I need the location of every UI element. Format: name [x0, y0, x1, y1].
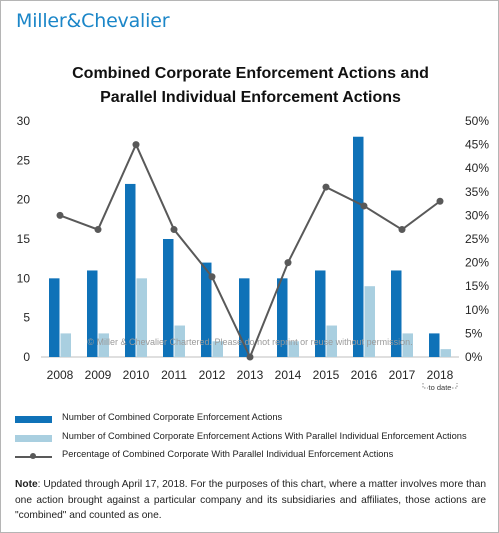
logo: Miller&Chevalier: [16, 10, 170, 32]
percentage-point: [56, 211, 64, 219]
legend-swatch-corporate: [15, 416, 52, 423]
y-tick-label: 5: [23, 311, 30, 325]
logo-text-miller: Miller: [16, 10, 67, 32]
legend-marker-percentage: [30, 453, 36, 459]
bar-corporate: [239, 278, 250, 357]
bar-corporate: [353, 136, 364, 357]
y2-tick-label: 20%: [465, 256, 489, 270]
percentage-point: [322, 183, 330, 191]
x-axis-labels: 2008 2009 2010 2011 2012 2013 2014 2015 2016 2017…: [47, 368, 458, 392]
bar-parallel: [440, 349, 451, 357]
x-tick-label: 2010: [123, 368, 150, 382]
bar-corporate: [277, 278, 288, 357]
bar-corporate: [315, 270, 326, 357]
footnote-text: : Updated through April 17, 2018. For th…: [15, 479, 486, 521]
y2-tick-label: 30%: [465, 208, 489, 222]
y-tick-label: 20: [17, 193, 31, 207]
bar-corporate: [87, 270, 98, 357]
y2-tick-label: 50%: [465, 114, 489, 128]
bar-parallel: [364, 286, 375, 357]
logo-ampersand: &: [66, 10, 82, 32]
bar-parallel: [326, 325, 337, 357]
bar-corporate: [201, 262, 212, 357]
x-tick-label: 2013: [237, 368, 264, 382]
chart-title-line-2: Parallel Individual Enforcement Actions: [100, 89, 401, 106]
y2-tick-label: 5%: [465, 326, 483, 340]
percentage-point: [360, 202, 368, 210]
x-tick-label: 2012: [199, 368, 226, 382]
percentage-point: [398, 226, 406, 234]
legend-swatch-parallel: [15, 434, 52, 442]
legend-label-corporate: Number of Combined Corporate Enforcement…: [62, 412, 283, 422]
legend-item-percentage: Percentage of Combined Corporate With Pa…: [15, 448, 495, 467]
percentage-line-group: [56, 141, 444, 361]
x-tick-label: 2009: [85, 368, 112, 382]
x-tick-label: 2011: [161, 368, 187, 382]
y2-tick-label: 15%: [465, 279, 489, 293]
footnote: Note: Updated through April 17, 2018. Fo…: [15, 477, 486, 524]
percentage-point: [170, 226, 178, 234]
percentage-point: [246, 353, 254, 361]
bar-parallel: [174, 325, 185, 357]
x-tick-label: 2016: [351, 368, 378, 382]
bar-parallel: [60, 333, 71, 357]
x-tick-label: 2015: [313, 368, 340, 382]
y2-tick-label: 40%: [465, 161, 489, 175]
chart-plot: 0 5 10 15 20 25 30 0% 5% 10% 15% 20% 25% 30% 35% 40% 45…: [17, 114, 490, 392]
percentage-point: [94, 226, 102, 234]
percentage-line: [59, 142, 441, 360]
percentage-point: [208, 273, 216, 281]
legend-label-parallel: Number of Combined Corporate Enforcement…: [62, 430, 467, 441]
legend-item-corporate: Number of Combined Corporate Enforcement…: [15, 411, 495, 430]
x-tick-label: 2014: [275, 368, 302, 382]
legend: Number of Combined Corporate Enforcement…: [15, 411, 495, 467]
y2-tick-label: 0%: [465, 350, 483, 364]
y2-tick-label: 25%: [465, 232, 489, 246]
bar-corporate: [49, 278, 60, 357]
x-tick-label: 2008: [47, 368, 74, 382]
x-tick-sublabel: to date: [429, 383, 452, 392]
bar-parallel: [136, 278, 147, 357]
watermark: © Miller & Chevalier Chartered. Please d…: [87, 337, 412, 347]
bar-parallel: [212, 341, 223, 357]
chart-title-line-1: Combined Corporate Enforcement Actions a…: [72, 65, 429, 82]
chart-title: Combined Corporate Enforcement Actions a…: [1, 62, 499, 110]
bar-group: [49, 136, 451, 357]
y-tick-label: 15: [17, 232, 31, 246]
x-tick-label: 2017: [389, 368, 416, 382]
y-tick-label: 30: [17, 114, 31, 128]
bar-parallel: [98, 333, 109, 357]
logo-text-chevalier: Chevalier: [81, 10, 170, 32]
percentage-point: [132, 141, 140, 149]
y2-tick-label: 45%: [465, 138, 489, 152]
y2-tick-label: 35%: [465, 185, 489, 199]
bar-corporate: [163, 239, 174, 357]
bar-corporate: [391, 270, 402, 357]
bar-corporate: [429, 333, 440, 357]
bar-corporate: [125, 183, 136, 357]
y-tick-label: 10: [17, 271, 31, 285]
footnote-label: Note: [15, 479, 38, 490]
legend-item-parallel: Number of Combined Corporate Enforcement…: [15, 430, 495, 449]
bar-parallel: [402, 333, 413, 357]
right-axis: 0% 5% 10% 15% 20% 25% 30% 35% 40% 45% 50%: [465, 114, 489, 364]
y2-tick-label: 10%: [465, 303, 489, 317]
y-tick-label: 25: [17, 153, 31, 167]
y-tick-label: 0: [23, 350, 30, 364]
legend-label-percentage: Percentage of Combined Corporate With Pa…: [62, 449, 394, 459]
percentage-point: [436, 197, 444, 205]
x-tick-label: 2018: [427, 368, 454, 382]
percentage-point: [284, 259, 292, 267]
bar-parallel: [288, 341, 299, 357]
left-axis: 0 5 10 15 20 25 30: [17, 114, 31, 364]
